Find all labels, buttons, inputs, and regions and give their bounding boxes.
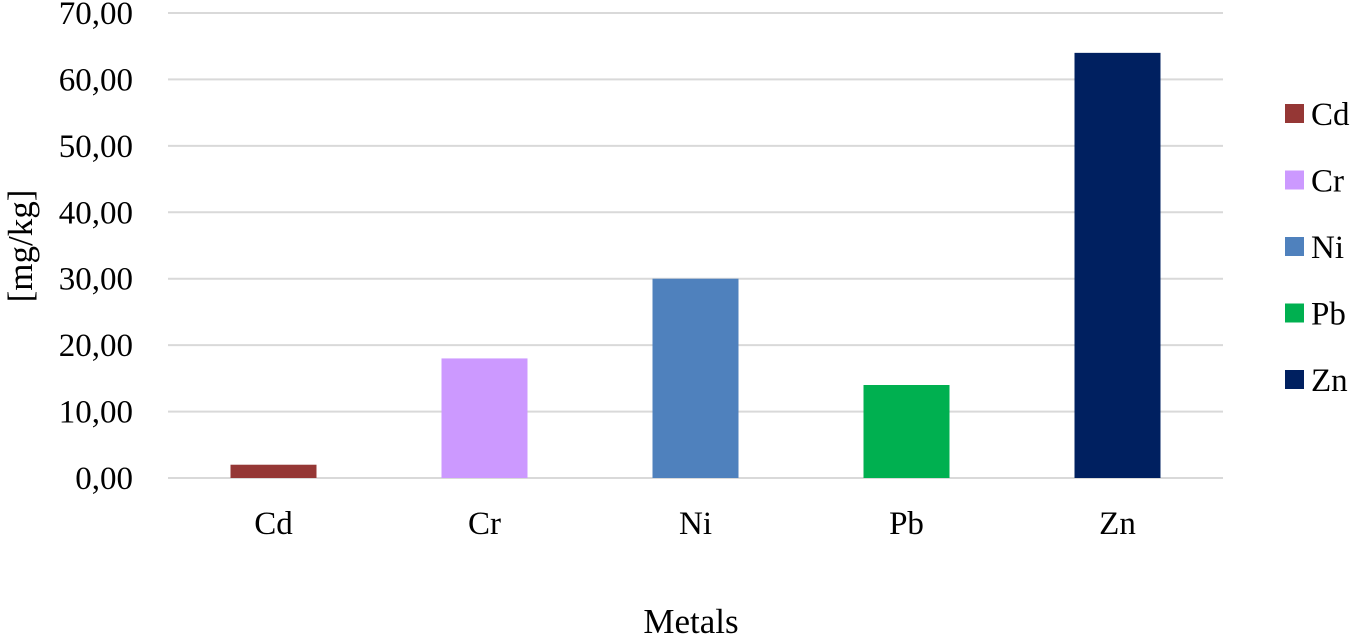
legend-swatch <box>1285 170 1304 190</box>
y-tick-label: 30,00 <box>59 262 133 298</box>
x-axis-ticks: Cd Cr Ni Pb Zn <box>254 506 1136 542</box>
legend-swatch <box>1285 370 1304 389</box>
bars <box>230 52 1161 478</box>
legend-label: Zn <box>1311 363 1348 399</box>
legend-swatch <box>1285 104 1304 123</box>
x-tick-label: Pb <box>889 506 924 542</box>
x-tick-label: Cd <box>254 506 293 542</box>
legend-label: Pb <box>1311 297 1346 333</box>
y-tick-label: 50,00 <box>59 129 133 165</box>
bar-zn <box>1074 52 1161 478</box>
y-tick-label: 70,00 <box>59 0 133 32</box>
x-axis-title: Metals <box>643 602 738 637</box>
bar-cd <box>230 464 317 478</box>
legend-item-cd: Cd <box>1285 97 1350 133</box>
y-tick-label: 60,00 <box>59 62 133 98</box>
x-tick-label: Cr <box>468 506 501 542</box>
legend-label: Cd <box>1311 97 1350 133</box>
legend-label: Ni <box>1311 230 1344 266</box>
y-axis-title: [mg/kg] <box>1 190 40 303</box>
legend-item-ni: Ni <box>1285 230 1344 266</box>
y-tick-label: 0,00 <box>75 461 133 497</box>
legend-swatch <box>1285 237 1304 256</box>
bar-pb <box>863 385 950 478</box>
bar-cr <box>441 358 528 478</box>
legend-item-zn: Zn <box>1285 363 1348 399</box>
y-tick-label: 40,00 <box>59 195 133 231</box>
x-tick-label: Zn <box>1099 506 1136 542</box>
legend-item-pb: Pb <box>1285 297 1346 333</box>
y-tick-label: 20,00 <box>59 328 133 364</box>
x-tick-label: Ni <box>679 506 712 542</box>
legend-swatch <box>1285 303 1304 323</box>
y-tick-label: 10,00 <box>59 395 133 431</box>
legend-item-cr: Cr <box>1285 164 1344 200</box>
legend: Cd Cr Ni Pb Zn <box>1285 97 1350 399</box>
bar-ni <box>652 278 739 478</box>
legend-label: Cr <box>1311 164 1344 200</box>
y-axis-ticks: 0,00 10,00 20,00 30,00 40,00 50,00 60,00 70,00 <box>59 0 133 497</box>
